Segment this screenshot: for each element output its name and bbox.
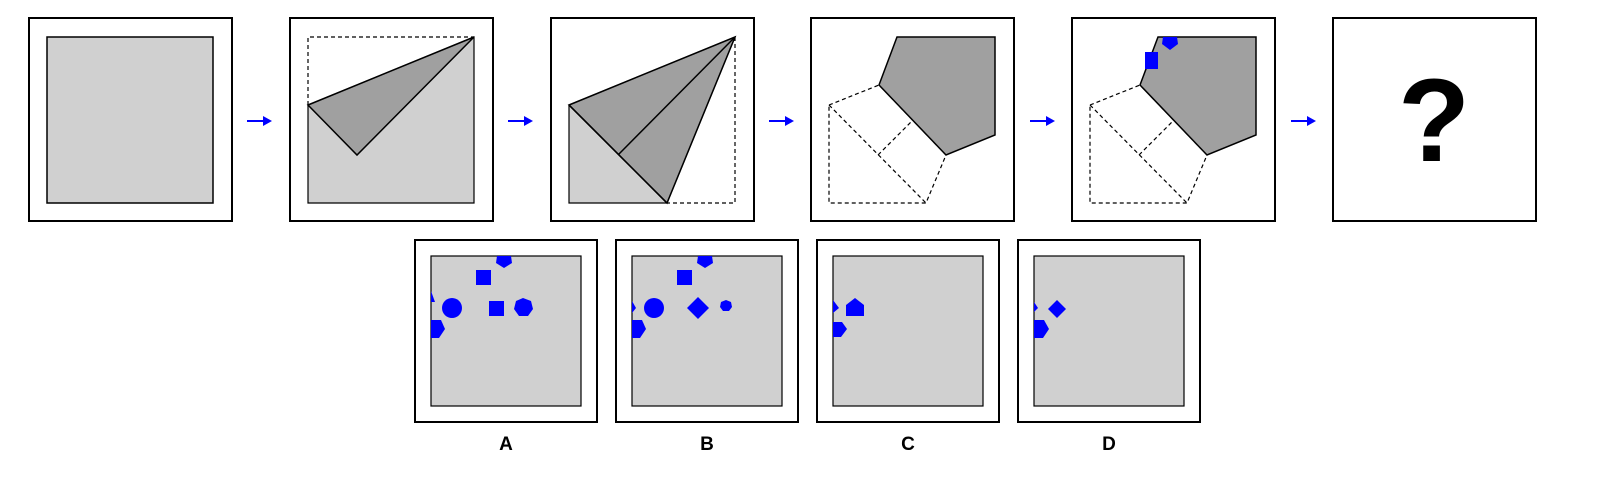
heptagon-hole: [514, 298, 533, 316]
fold-outline-dashed: [828, 84, 947, 204]
hexagon-hole: [496, 256, 512, 268]
pentagon-hole: [833, 322, 847, 337]
fold-crease-dashed: [828, 104, 927, 204]
edge-notch: [632, 301, 636, 313]
arrow-right-icon: [1030, 116, 1055, 126]
fold-outline-dashed: [307, 36, 474, 105]
circle-hole: [442, 298, 462, 318]
option-c-label: C: [901, 434, 915, 455]
option-d-label: D: [1102, 434, 1116, 455]
edge-notch: [1034, 302, 1038, 312]
arrow-right-icon: [769, 116, 794, 126]
pentagon-hole: [632, 320, 646, 338]
fold-crease-dashed: [1138, 120, 1174, 156]
options-row: A B C: [414, 239, 1201, 455]
pentagon-hole: [431, 320, 445, 338]
fold-crease-dashed: [1089, 104, 1188, 204]
step-4-panel: [810, 17, 1015, 222]
option-a[interactable]: A: [414, 239, 598, 455]
paper-square: [46, 36, 214, 204]
folded-pentagon: [1139, 36, 1257, 156]
fold-crease-dashed: [877, 120, 913, 156]
arrow-right-icon: [508, 116, 533, 126]
step-1-panel: [28, 17, 233, 222]
step-2-panel: [289, 17, 494, 222]
option-d[interactable]: D: [1017, 239, 1201, 455]
option-b[interactable]: B: [615, 239, 799, 455]
pentagon-hole: [1034, 320, 1049, 338]
sequence-row: ?: [28, 17, 1537, 222]
square-hole: [489, 301, 504, 316]
circle-hole: [644, 298, 664, 318]
hexagon-hole: [697, 256, 713, 268]
question-mark: ?: [1398, 55, 1470, 187]
pentagon-hole: [846, 298, 864, 316]
square-hole: [677, 270, 692, 285]
arrow-right-icon: [1291, 116, 1316, 126]
heptagon-hole: [720, 300, 732, 311]
edge-notch: [833, 300, 839, 313]
step-5-panel: [1071, 17, 1276, 222]
folded-flap: [306, 36, 475, 157]
folded-pentagon: [878, 36, 996, 156]
square-hole: [476, 270, 491, 285]
square-hole: [1145, 52, 1158, 69]
fold-crease: [617, 36, 736, 156]
option-a-label: A: [499, 434, 513, 455]
option-c[interactable]: C: [816, 239, 1000, 455]
edge-notch: [431, 291, 435, 302]
step-3-panel: [550, 17, 755, 222]
diamond-hole: [687, 297, 709, 319]
hexagon-hole: [1162, 37, 1178, 50]
diamond-hole: [1048, 300, 1066, 318]
arrow-right-icon: [247, 116, 272, 126]
option-b-label: B: [700, 434, 714, 455]
fold-outline-dashed: [1089, 84, 1208, 204]
answer-panel: ?: [1332, 17, 1537, 222]
fold-outline-dashed: [667, 37, 736, 204]
